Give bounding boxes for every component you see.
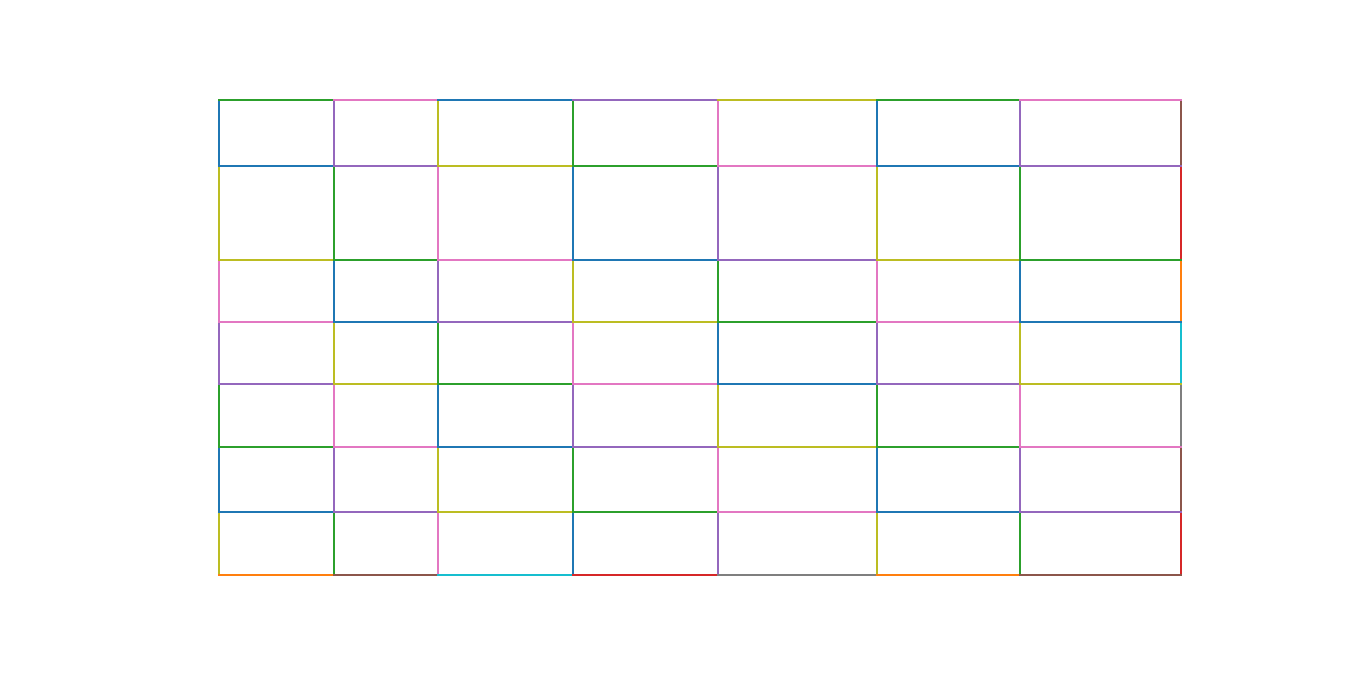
colored-grid-figure (218, 99, 1182, 576)
figure-canvas (218, 99, 1182, 576)
